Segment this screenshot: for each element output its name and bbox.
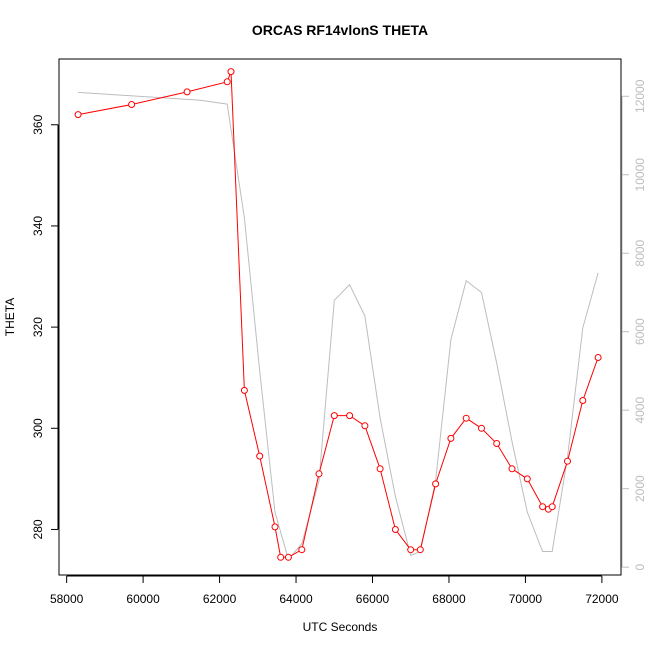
series-point <box>330 412 338 420</box>
series-point <box>564 457 571 465</box>
series-point <box>523 475 531 483</box>
series-point <box>548 503 556 511</box>
x-tick-label: 64000 <box>279 592 313 606</box>
series-point <box>462 414 470 422</box>
y2-tick-label: 0 <box>633 563 647 570</box>
series-point <box>256 452 264 460</box>
series-point <box>493 440 501 447</box>
series-point <box>277 553 285 561</box>
series-line-right <box>78 91 599 561</box>
y-tick-label: 300 <box>31 418 45 438</box>
y2-tick-label: 2000 <box>633 475 647 502</box>
x-tick-label: 60000 <box>126 592 160 606</box>
x-axis-title: UTC Seconds <box>303 620 378 634</box>
y2-tick-label: 4000 <box>633 397 647 424</box>
series-point <box>128 101 136 108</box>
series-point <box>284 553 292 561</box>
series-point <box>271 523 279 531</box>
series-point <box>594 354 602 361</box>
series-point <box>298 546 306 554</box>
y2-tick-label: 8000 <box>633 240 647 267</box>
series-point <box>447 434 455 442</box>
x-tick-label: 72000 <box>585 592 619 606</box>
series-point <box>579 397 587 404</box>
series-point <box>240 386 248 394</box>
y2-tick-label: 12000 <box>633 79 647 113</box>
series-point <box>223 78 231 86</box>
series-point <box>391 526 399 533</box>
x-tick-label: 58000 <box>50 592 84 606</box>
x-tick-label: 68000 <box>432 592 466 606</box>
series-point <box>508 465 516 473</box>
y2-tick-label: 6000 <box>633 318 647 345</box>
x-tick-label: 70000 <box>509 592 543 606</box>
series-point <box>74 111 82 119</box>
x-tick-label: 66000 <box>356 592 390 606</box>
series-point <box>315 470 323 478</box>
chart-title: ORCAS RF14vlonS THETA <box>252 22 428 38</box>
series-point <box>539 503 547 511</box>
x-tick-label: 62000 <box>203 592 237 606</box>
series-point <box>346 412 354 420</box>
y-tick-label: 340 <box>31 216 45 236</box>
plot-frame <box>58 58 622 576</box>
series-point <box>376 465 384 473</box>
y-tick-label: 320 <box>31 317 45 337</box>
series-point <box>416 546 424 554</box>
series-point <box>227 68 235 76</box>
series-line-left <box>78 71 599 558</box>
axes-layer: 58000 60000 62000 64000 66000 68000 70000 72000… <box>31 79 647 606</box>
series-point <box>407 546 415 554</box>
series-point <box>183 88 191 96</box>
series-point <box>478 424 485 432</box>
series-layer <box>74 68 602 561</box>
y2-tick-label: 10000 <box>633 158 647 192</box>
series-point <box>432 480 440 488</box>
y-tick-label: 360 <box>31 114 45 134</box>
y-axis-title: THETA <box>3 298 17 336</box>
y-tick-label: 280 <box>31 519 45 539</box>
series-point <box>361 422 369 430</box>
